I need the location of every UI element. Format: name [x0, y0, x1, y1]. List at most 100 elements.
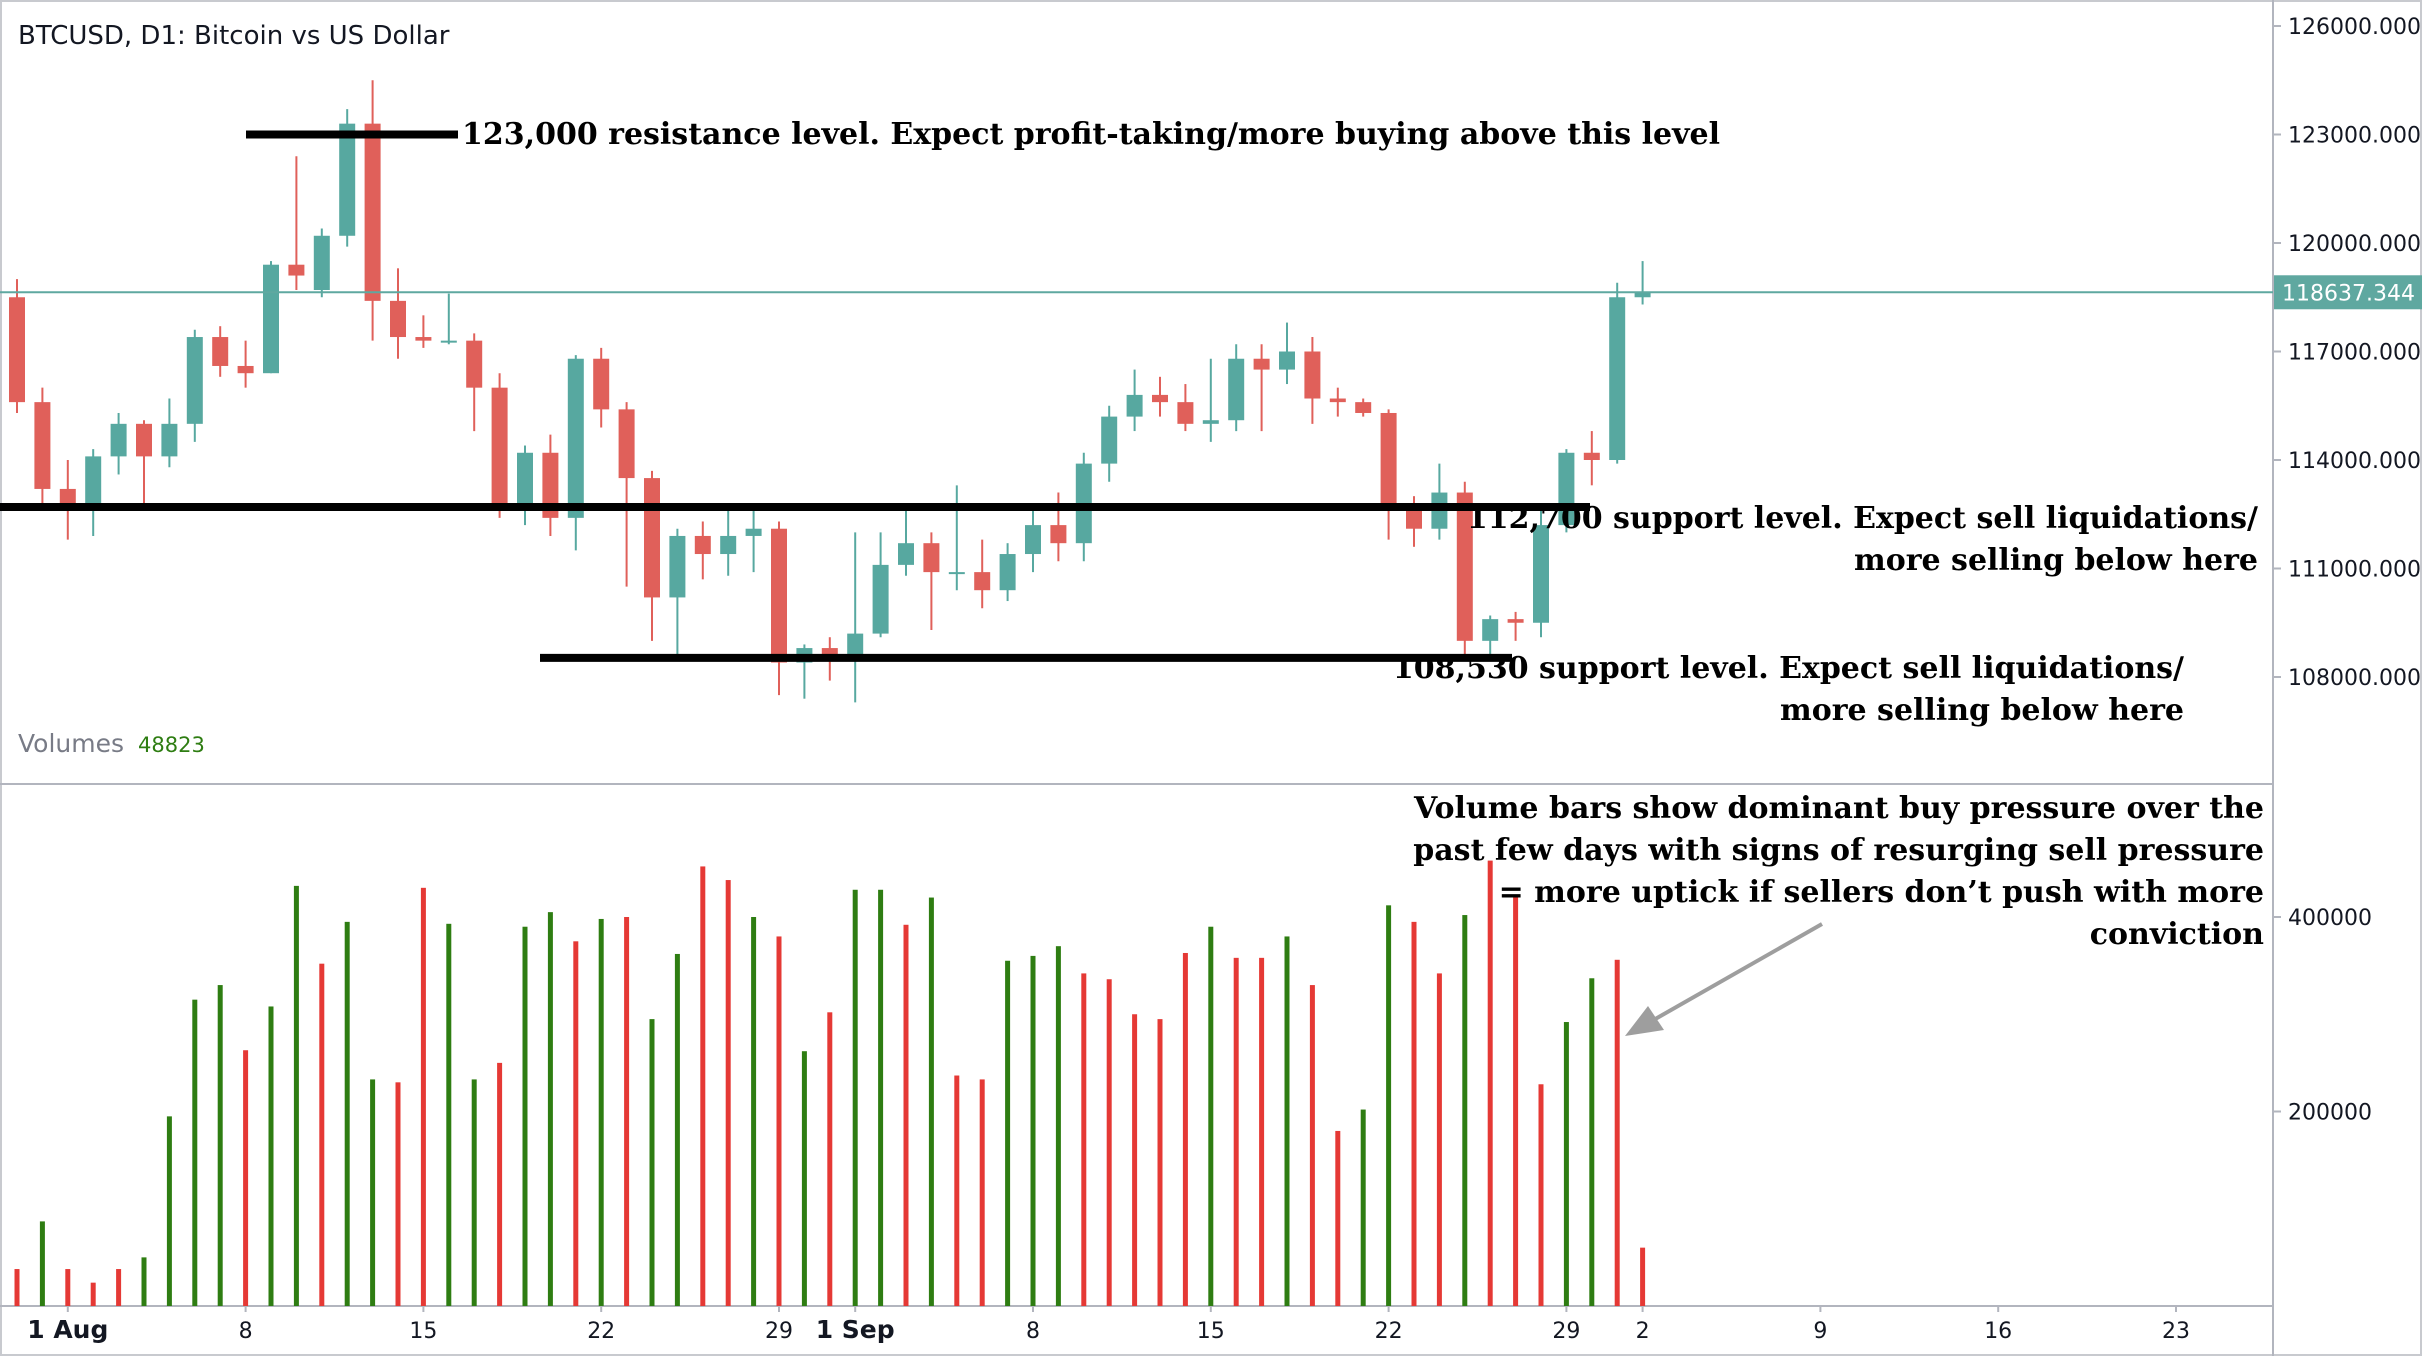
volume-bar [852, 889, 858, 1306]
candle [339, 109, 356, 247]
volume-bar [801, 1051, 807, 1306]
annotation-support-112700-line2: more selling below here [1854, 543, 2258, 578]
volume-bar [1360, 1109, 1366, 1306]
candle-body [415, 337, 432, 341]
candle-body [1025, 525, 1041, 555]
candle [1304, 337, 1321, 424]
volumes-value: 48823 [138, 733, 205, 757]
volume-bar [547, 912, 553, 1306]
volume-bar [14, 1269, 20, 1306]
volume-bar [116, 1269, 122, 1306]
volume-bar [39, 1221, 45, 1306]
candle [1101, 405, 1118, 482]
candle-body [593, 358, 610, 410]
annotation-volume-line4: conviction [2090, 917, 2264, 952]
date-tick-label: 29 [765, 1319, 793, 1344]
candle [1533, 510, 1549, 638]
candle [542, 434, 559, 536]
price-tick-label: 108000.000 [2288, 666, 2421, 691]
volume-bar [471, 1079, 477, 1306]
volume-bar [1589, 978, 1595, 1306]
candle-body [339, 123, 356, 236]
candle-body [9, 297, 25, 403]
candle-body [1533, 525, 1549, 623]
candle [1482, 615, 1499, 656]
candle [288, 156, 305, 291]
candle-body [1456, 492, 1473, 641]
candle-body [974, 572, 991, 591]
candle-body [1380, 412, 1397, 504]
candle-body [542, 452, 559, 518]
candle [1279, 322, 1295, 385]
volume-bar [1106, 979, 1112, 1306]
candle [567, 355, 584, 551]
volume-bar [293, 885, 299, 1306]
volume-bar [65, 1269, 71, 1306]
candle-body [1329, 398, 1346, 403]
candle [466, 333, 483, 432]
candle-body [1126, 394, 1143, 417]
volume-bar [1284, 936, 1290, 1306]
volume-bar [725, 880, 731, 1306]
candle-body [644, 478, 660, 598]
candle [517, 445, 533, 526]
candle [34, 387, 51, 504]
date-tick-label: 15 [409, 1319, 437, 1344]
volume-bar [1005, 960, 1011, 1306]
candle [771, 521, 787, 696]
candle [974, 539, 991, 609]
annotation-support-108530-line1: 108,530 support level. Expect sell liqui… [1393, 651, 2184, 686]
volume-bar [1386, 905, 1392, 1306]
candle [212, 326, 229, 377]
candle [59, 460, 76, 540]
candle [313, 228, 330, 298]
candle-body [821, 648, 838, 659]
volume-bar [141, 1257, 147, 1306]
volume-bar [903, 924, 909, 1306]
candle [1126, 369, 1143, 432]
candle [85, 449, 102, 536]
candle-body [1050, 525, 1067, 544]
price-tick-label: 123000.000 [2288, 124, 2421, 149]
candle-body [161, 423, 178, 457]
volume-bar [1030, 955, 1036, 1306]
price-tick-label: 117000.000 [2288, 341, 2421, 366]
volume-bar [268, 1006, 274, 1306]
price-tick-label: 111000.000 [2288, 558, 2421, 583]
last-price-label: 118637.344 [2282, 281, 2415, 306]
volume-bar [1462, 915, 1468, 1306]
candle [390, 268, 406, 359]
candle-body [491, 387, 508, 508]
candle-body [923, 543, 940, 573]
candle [1380, 409, 1397, 540]
candle [745, 503, 762, 573]
volume-bar [522, 926, 528, 1306]
candle-body [1583, 452, 1600, 460]
candle [999, 543, 1016, 602]
candle [1329, 387, 1346, 417]
volume-bar [928, 897, 934, 1306]
volume-bar [1538, 1084, 1544, 1306]
last-price-badge [2274, 275, 2422, 310]
volume-bar [1411, 921, 1417, 1306]
annotation-support-108530-line2: more selling below here [1780, 693, 2184, 728]
candle [440, 293, 457, 345]
last-price-group: 118637.344 [0, 275, 2422, 310]
volume-bar [1513, 895, 1519, 1306]
volume-bar [1132, 1014, 1138, 1306]
date-tick-label: 1 Sep [816, 1315, 895, 1344]
candle-body [999, 554, 1016, 591]
date-tick-label: 16 [1984, 1319, 2012, 1344]
date-tick-label: 22 [587, 1319, 615, 1344]
candle-body [1202, 420, 1219, 424]
volume-bar [598, 918, 604, 1306]
candle [186, 329, 203, 442]
candle-body [364, 123, 381, 301]
volume-bar [1563, 1022, 1569, 1306]
candle-body [237, 365, 254, 374]
date-tick-label: 22 [1375, 1319, 1403, 1344]
annotation-resistance-123000: 123,000 resistance level. Expect profit-… [462, 117, 1720, 152]
volume-bar [1309, 985, 1315, 1306]
date-tick-label: 15 [1197, 1319, 1225, 1344]
